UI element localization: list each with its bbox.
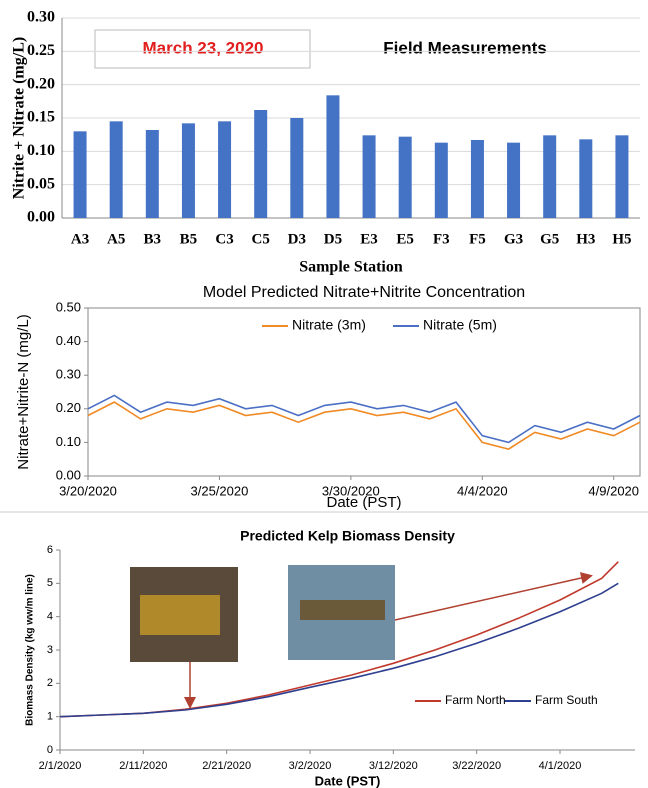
bar <box>470 140 484 218</box>
x-tick-label: H3 <box>576 231 595 247</box>
photo-detail <box>300 600 385 620</box>
x-tick-label: 3/20/2020 <box>59 483 117 498</box>
y-tick-label: 0.20 <box>27 75 55 92</box>
x-tick-label: H5 <box>612 231 631 247</box>
bar <box>290 118 304 218</box>
x-tick-label: C5 <box>252 231 270 247</box>
x-tick-label: G5 <box>540 231 559 247</box>
annotation: March 23, 2020 <box>143 38 264 57</box>
y-tick-label: 0.40 <box>56 333 81 348</box>
bar <box>326 95 340 218</box>
y-tick-label: 0 <box>47 744 53 756</box>
bar <box>398 136 412 218</box>
bar <box>109 121 123 218</box>
x-tick-label: C3 <box>215 231 233 247</box>
x-tick-label: A3 <box>71 231 89 247</box>
x-tick-label: A5 <box>107 231 125 247</box>
x-tick-label: 4/9/2020 <box>588 483 639 498</box>
y-tick-label: 0.15 <box>27 109 55 126</box>
x-axis-label: Sample Station <box>299 259 403 276</box>
legend-label: Nitrate (3m) <box>292 317 366 333</box>
bar <box>181 123 195 218</box>
y-tick-label: 0.00 <box>27 209 55 226</box>
y-tick-label: 0.50 <box>56 299 81 314</box>
bar <box>73 131 87 218</box>
x-tick-label: E3 <box>360 231 378 247</box>
x-tick-label: 3/22/2020 <box>452 760 501 772</box>
y-tick-label: 1 <box>47 711 53 723</box>
x-tick-label: 2/21/2020 <box>202 760 251 772</box>
y-tick-label: 0.10 <box>27 142 55 159</box>
annotation-box <box>94 29 311 69</box>
y-axis-label: Biomass Density (kg ww/m line) <box>25 574 36 726</box>
bar <box>362 135 376 218</box>
x-tick-label: 2/11/2020 <box>119 760 167 772</box>
y-tick-label: 0.30 <box>56 367 81 382</box>
legend-label: Nitrate (5m) <box>423 317 497 333</box>
x-tick-label: 4/4/2020 <box>457 483 508 498</box>
chart-title: Predicted Kelp Biomass Density <box>240 528 455 544</box>
x-tick-label: D3 <box>288 231 306 247</box>
bar <box>507 142 521 218</box>
x-tick-label: 2/1/2020 <box>39 760 82 772</box>
arrow <box>394 572 593 621</box>
x-tick-label: F3 <box>433 231 450 247</box>
x-tick-label: 3/25/2020 <box>191 483 249 498</box>
x-tick-label: 3/2/2020 <box>289 760 332 772</box>
x-tick-label: E5 <box>396 231 414 247</box>
x-tick-label: 4/1/2020 <box>539 760 582 772</box>
bar <box>145 130 159 218</box>
legend-label: Farm South <box>535 693 598 707</box>
x-axis-label: Date (PST) <box>315 773 381 788</box>
line-series <box>59 582 619 718</box>
y-tick-label: 0.05 <box>27 175 55 192</box>
bar <box>218 121 232 218</box>
y-tick-label: 0.30 <box>27 9 55 26</box>
x-tick-label: F5 <box>469 231 486 247</box>
photo-detail <box>140 595 220 635</box>
bar <box>254 110 268 218</box>
y-tick-label: 2 <box>47 677 53 689</box>
y-tick-label: 0.20 <box>56 400 81 415</box>
annotation: Field Measurements <box>383 38 546 57</box>
y-tick-label: 6 <box>47 544 53 556</box>
bar <box>543 135 557 218</box>
y-tick-label: 0.00 <box>56 467 81 482</box>
plot-frame <box>87 307 641 477</box>
x-tick-label: B5 <box>180 231 198 247</box>
legend-label: Farm North <box>445 693 506 707</box>
x-tick-label: B3 <box>144 231 162 247</box>
x-tick-label: G3 <box>504 231 523 247</box>
bar <box>615 135 629 218</box>
y-tick-label: 3 <box>47 644 53 656</box>
y-axis-label: Nitrate+Nitrite-N (mg/L) <box>15 314 32 469</box>
x-tick-label: 3/30/2020 <box>322 483 380 498</box>
y-tick-label: 0.10 <box>56 434 81 449</box>
x-axis-label: Date (PST) <box>326 494 401 511</box>
line-series <box>87 394 641 444</box>
x-tick-label: 3/12/2020 <box>369 760 418 772</box>
y-tick-label: 0.25 <box>27 42 55 59</box>
y-axis-label: Nitrite + Nitrate (mg/L) <box>11 37 28 199</box>
y-tick-label: 4 <box>47 611 53 623</box>
bar <box>434 142 448 218</box>
chart-title: Model Predicted Nitrate+Nitrite Concentr… <box>203 284 525 301</box>
x-tick-label: D5 <box>324 231 342 247</box>
line-series <box>87 401 641 450</box>
bar <box>579 139 593 218</box>
y-tick-label: 5 <box>47 577 53 589</box>
